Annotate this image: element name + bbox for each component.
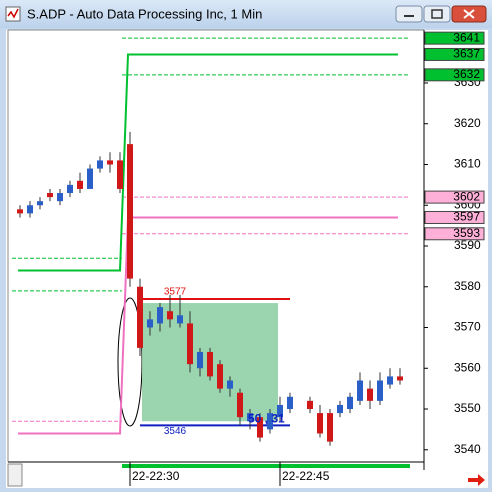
candle-body: [387, 376, 393, 385]
y-tick-label: 3570: [454, 320, 481, 334]
candle-body: [177, 315, 183, 324]
y-tick-label: 3550: [454, 401, 481, 415]
candle-body: [397, 376, 403, 381]
price-tag-label: 3602: [453, 189, 480, 203]
window-title: S.ADP - Auto Data Processing Inc, 1 Min: [27, 6, 262, 21]
scroll-right-arrow[interactable]: [468, 474, 485, 486]
price-tag-label: 3641: [453, 30, 480, 44]
scroll-handle[interactable]: [7, 463, 23, 487]
price-tag-label: 3597: [453, 210, 480, 224]
price-tag: [424, 47, 485, 61]
y-tick-label: 3620: [454, 116, 481, 130]
candle-body: [87, 168, 93, 189]
candle-body: [277, 404, 283, 418]
minimize-button[interactable]: [395, 5, 423, 23]
candle-body: [247, 413, 253, 422]
marked-line-label: 3577: [164, 287, 187, 298]
candle-body: [127, 144, 133, 279]
annotation: 50 , 31: [248, 411, 285, 425]
candle-body: [217, 364, 223, 389]
y-tick-label: 3590: [454, 238, 481, 252]
candle-body: [167, 311, 173, 320]
candle-body: [57, 193, 63, 202]
maximize-icon: [431, 9, 443, 19]
candle-body: [307, 400, 313, 410]
price-tag: [424, 227, 485, 241]
close-icon: [463, 9, 475, 19]
candle-body: [77, 180, 83, 189]
y-tick-label: 3540: [454, 442, 481, 456]
candle-body: [27, 205, 33, 214]
candle-body: [257, 417, 263, 438]
candle-body: [227, 380, 233, 389]
candle-body: [347, 396, 353, 410]
step-line: [18, 53, 398, 272]
candle-body: [317, 413, 323, 434]
candle-body: [287, 396, 293, 410]
candle-body: [47, 193, 53, 198]
price-tag-label: 3593: [453, 226, 480, 240]
candle-body: [117, 160, 123, 189]
candle-body: [207, 351, 213, 377]
candle-body: [137, 286, 143, 348]
candle-body: [337, 404, 343, 414]
candle-body: [187, 323, 193, 365]
candle-body: [267, 413, 273, 430]
candle-body: [67, 184, 73, 194]
marked-line-label: 3546: [164, 426, 187, 437]
candle-body: [157, 307, 163, 324]
maximize-button[interactable]: [423, 5, 451, 23]
app-icon-graph: [7, 8, 19, 19]
candle-body: [37, 201, 43, 206]
price-tag: [424, 210, 485, 224]
price-tag: [424, 68, 485, 82]
step-line: [18, 216, 398, 435]
candle-body: [107, 160, 113, 165]
y-tick-label: 3580: [454, 279, 481, 293]
x-tick-label: 22-22:30: [132, 469, 180, 483]
price-tag: [424, 190, 485, 204]
candle-body: [327, 413, 333, 442]
y-tick-label: 3610: [454, 157, 481, 171]
candle-body: [197, 351, 203, 369]
y-tick-label: 3560: [454, 360, 481, 374]
x-tick-label: 22-22:45: [282, 469, 330, 483]
candle-body: [367, 388, 373, 401]
price-tag-label: 3637: [453, 47, 480, 61]
candle-body: [147, 319, 153, 328]
candle-body: [357, 380, 363, 401]
price-tag: [424, 31, 485, 45]
candle-body: [237, 392, 243, 418]
candle-body: [97, 160, 103, 169]
candle-body: [377, 380, 383, 401]
price-tag-label: 3632: [453, 67, 480, 81]
candle-body: [17, 209, 23, 214]
